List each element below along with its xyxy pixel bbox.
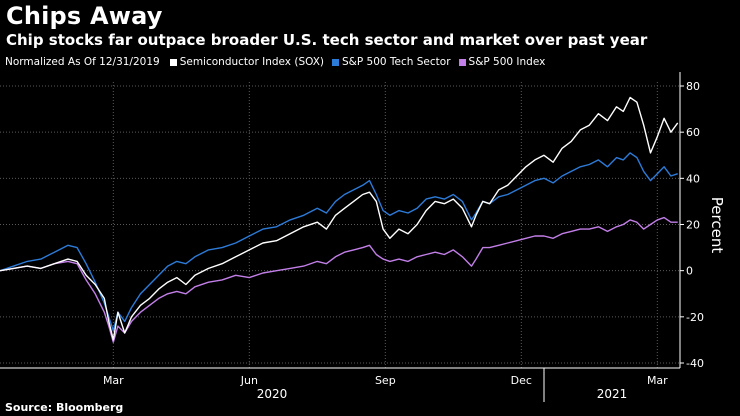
x-tick-label: Mar — [647, 374, 668, 387]
y-axis-label: Percent — [708, 197, 726, 254]
chart-subtitle: Chip stocks far outpace broader U.S. tec… — [6, 31, 648, 49]
legend-item-sp500: S&P 500 Index — [458, 56, 546, 68]
x-axis: Mar Jun Sep Dec Mar 2020 2021 — [0, 367, 680, 402]
x-tick-label: Dec — [511, 374, 532, 387]
legend-label-sp500: S&P 500 Index — [468, 56, 546, 68]
sp500-tech-line — [0, 152, 678, 332]
y-tick-label: 0 — [686, 265, 693, 278]
x-tick-label: Sep — [375, 374, 396, 387]
y-tick-label: 40 — [686, 172, 700, 185]
legend-item-sox: Semiconductor Index (SOX) — [169, 56, 325, 68]
x-tick-label: Jun — [240, 374, 258, 387]
legend-item-sp500-tech: S&P 500 Tech Sector — [332, 56, 451, 68]
y-tick-label: -40 — [686, 357, 704, 370]
legend-label-sp500-tech: S&P 500 Tech Sector — [342, 56, 451, 68]
y-tick-label: 20 — [686, 219, 700, 232]
source-note: Source: Bloomberg — [5, 401, 124, 414]
y-tick-label: -20 — [686, 311, 704, 324]
legend-label-sox: Semiconductor Index (SOX) — [179, 56, 325, 68]
x-tick-label: Mar — [103, 374, 124, 387]
legend-swatch-sp500 — [458, 58, 466, 66]
y-axis: -40 -20 0 20 40 60 80 — [679, 72, 704, 370]
year-label: 2020 — [257, 387, 288, 401]
series-lines — [0, 96, 679, 343]
y-tick-label: 60 — [686, 126, 700, 139]
normalization-note: Normalized As Of 12/31/2019 — [5, 56, 160, 68]
sp500-line — [0, 216, 678, 343]
chart-title: Chips Away — [6, 2, 163, 30]
legend-swatch-sp500-tech — [332, 58, 340, 66]
legend: Normalized As Of 12/31/2019 Semiconducto… — [5, 56, 553, 68]
grid — [0, 82, 680, 368]
y-tick-label: 80 — [686, 80, 700, 93]
legend-swatch-sox — [169, 58, 177, 66]
sox-line — [0, 96, 679, 341]
year-label: 2021 — [597, 387, 628, 401]
